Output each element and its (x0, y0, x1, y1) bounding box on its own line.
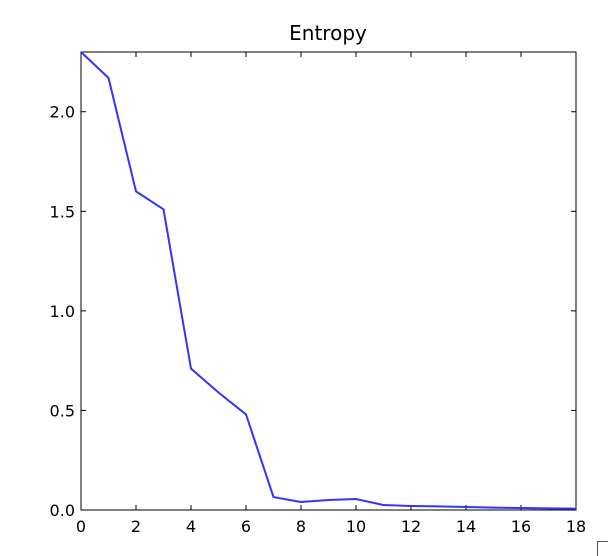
data-point (327, 499, 330, 501)
x-tick-label: 12 (401, 517, 421, 536)
chart-title: Entropy (289, 21, 367, 45)
data-point (410, 505, 412, 507)
data-point (300, 501, 302, 503)
data-point (217, 391, 220, 394)
series-line-0 (80, 51, 577, 510)
data-point (465, 506, 467, 508)
data-point (245, 413, 247, 416)
x-tick-label: 16 (511, 517, 531, 536)
x-tick-label: 18 (566, 517, 586, 536)
data-point (355, 498, 357, 500)
y-tick-label: 1.0 (50, 302, 75, 321)
corner-mark (597, 541, 608, 556)
x-tick-label: 0 (76, 517, 86, 536)
data-point (492, 506, 495, 509)
y-tick-label: 0.5 (50, 401, 75, 420)
x-tick-label: 14 (456, 517, 476, 536)
x-tick-label: 2 (131, 517, 141, 536)
x-tick-label: 10 (346, 517, 366, 536)
data-point (437, 505, 440, 508)
data-point (382, 504, 385, 506)
data-point (575, 507, 577, 510)
data-point (80, 51, 82, 53)
ticks-layer: 0 2 4 6 8 10 12 14 16 18 0.0 0.5 1.0 1.5 2.0 (50, 52, 586, 536)
y-tick-label: 2.0 (50, 103, 75, 122)
x-tick-label: 6 (241, 517, 251, 536)
data-point (272, 496, 275, 498)
series-layer (80, 51, 577, 510)
y-tick-label: 1.5 (50, 202, 75, 221)
data-point (135, 190, 137, 193)
x-tick-label: 8 (296, 517, 306, 536)
data-point (107, 77, 110, 79)
x-tick-label: 4 (186, 517, 196, 536)
data-point (520, 507, 522, 509)
y-tick-label: 0.0 (50, 501, 75, 520)
plot-frame (80, 51, 577, 511)
data-point (162, 208, 165, 211)
data-point (190, 367, 192, 370)
data-point (547, 507, 550, 510)
